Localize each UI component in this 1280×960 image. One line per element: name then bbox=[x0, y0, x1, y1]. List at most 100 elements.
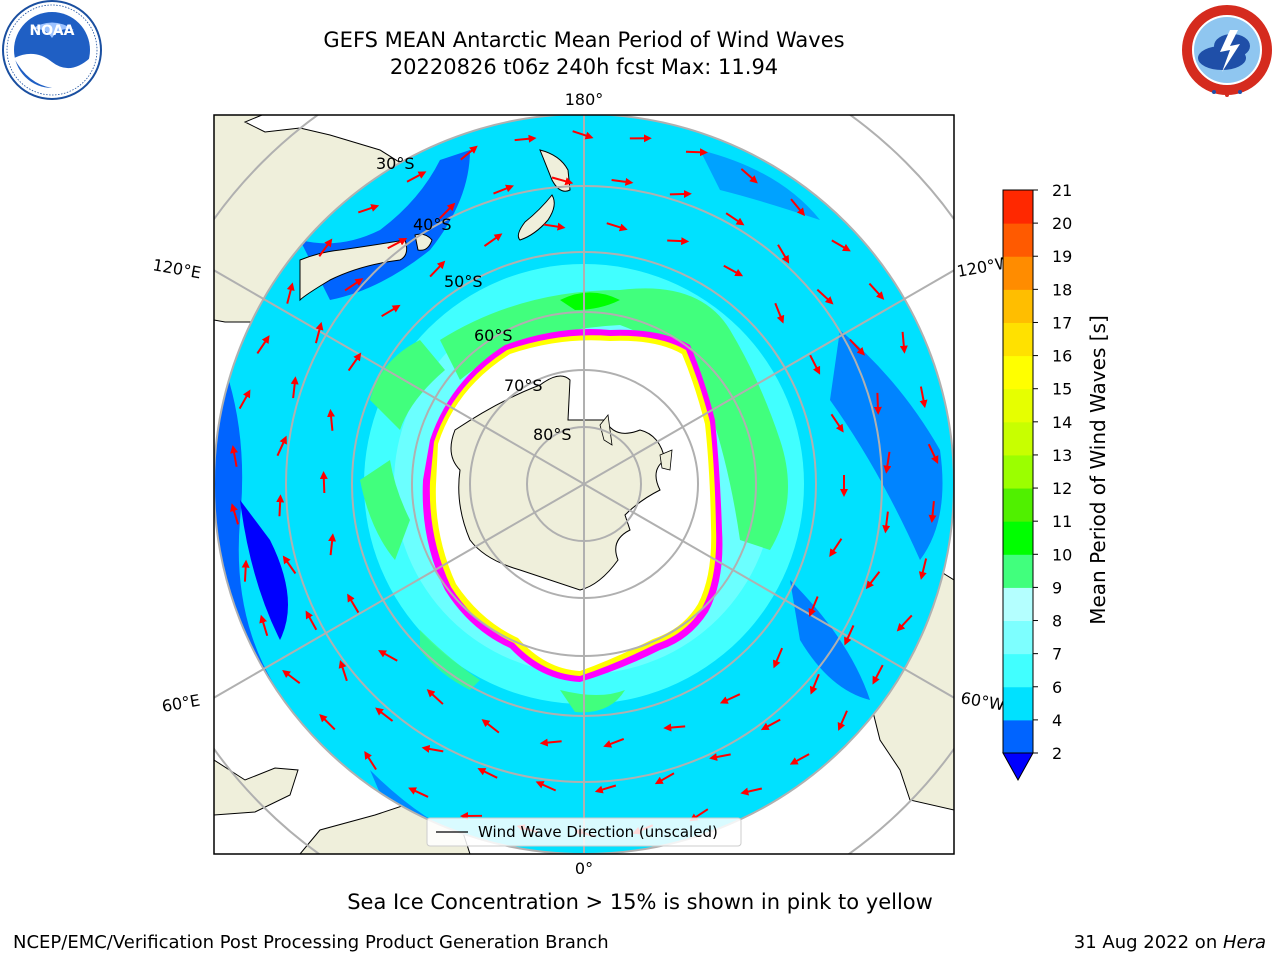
wind-wave-arrow bbox=[551, 176, 574, 186]
colorbar-segment bbox=[1003, 620, 1033, 655]
wind-wave-arrow bbox=[872, 664, 884, 685]
wind-wave-arrow bbox=[460, 145, 478, 161]
wind-wave-arrow bbox=[282, 669, 301, 684]
lat-label-40s: 40°S bbox=[413, 215, 452, 234]
wind-wave-arrow bbox=[709, 753, 731, 761]
wind-wave-arrow bbox=[344, 278, 364, 292]
colorbar-tick-label: 10 bbox=[1052, 545, 1072, 564]
colorbar-tick-label: 16 bbox=[1052, 347, 1072, 366]
colorbar-segment bbox=[1003, 521, 1033, 555]
wind-wave-arrow bbox=[290, 376, 299, 399]
forecast-subtitle: 20220826 t06z 240h fcst Max: 11.94 bbox=[389, 55, 779, 79]
colorbar-tick-label: 8 bbox=[1052, 612, 1062, 631]
wind-wave-arrow bbox=[572, 130, 594, 140]
wind-wave-arrow bbox=[772, 647, 784, 669]
wind-wave-arrow bbox=[760, 718, 781, 731]
wind-wave-arrow bbox=[319, 713, 336, 731]
svg-text:NOAA: NOAA bbox=[30, 23, 75, 39]
noaa-logo-icon: NOAA bbox=[2, 0, 102, 100]
wind-wave-arrow bbox=[286, 282, 295, 304]
colorbar-segment bbox=[1003, 388, 1033, 423]
wind-wave-arrow bbox=[611, 177, 634, 186]
wind-wave-arrow bbox=[381, 304, 401, 318]
sea-ice-caption: Sea Ice Concentration > 15% is shown in … bbox=[347, 890, 933, 914]
colorbar-tick-label: 19 bbox=[1052, 247, 1072, 266]
wind-wave-arrow bbox=[327, 408, 336, 431]
wind-wave-arrow bbox=[406, 171, 427, 183]
wind-wave-arrow bbox=[809, 673, 820, 695]
colorbar-tick-label: 17 bbox=[1052, 313, 1072, 332]
colorbar-tick-label: 14 bbox=[1052, 413, 1072, 432]
lon-label-60w: 60°W bbox=[959, 688, 1006, 714]
lat-label-70s: 70°S bbox=[504, 376, 543, 395]
colorbar-tick-label: 20 bbox=[1052, 214, 1072, 233]
wind-wave-arrow bbox=[829, 538, 843, 558]
wind-wave-arrow bbox=[830, 413, 844, 433]
wind-wave-arrow bbox=[364, 750, 377, 771]
wind-wave-arrow bbox=[305, 610, 318, 631]
wind-wave-arrow bbox=[689, 808, 709, 822]
machine-name: Hera bbox=[1222, 932, 1266, 953]
wind-wave-arrow bbox=[429, 260, 446, 278]
wind-wave-arrow bbox=[481, 719, 500, 734]
wind-wave-arrow bbox=[928, 501, 937, 524]
wind-wave-arrow bbox=[230, 445, 239, 467]
wind-wave-arrow bbox=[790, 198, 806, 217]
wind-wave-arrow bbox=[378, 650, 398, 662]
wind-wave-arrow bbox=[259, 614, 269, 637]
wind-wave-arrow bbox=[685, 148, 708, 157]
map-title: GEFS MEAN Antarctic Mean Period of Wind … bbox=[323, 28, 845, 52]
colorbar-tick-label: 2 bbox=[1052, 744, 1062, 763]
wind-wave-arrow bbox=[774, 302, 785, 324]
colorbar-tick-label: 18 bbox=[1052, 280, 1072, 299]
wind-wave-arrow bbox=[319, 471, 328, 494]
credit-line: NCEP/EMC/Verification Post Processing Pr… bbox=[13, 932, 609, 953]
wind-wave-arrow bbox=[837, 710, 848, 731]
wind-wave-arrow bbox=[357, 204, 380, 214]
lon-label-180: 180° bbox=[565, 90, 604, 109]
wind-wave-arrow bbox=[654, 772, 675, 785]
colorbar-tick-label: 12 bbox=[1052, 479, 1072, 498]
lon-label-0: 0° bbox=[575, 859, 593, 878]
colorbar-segment bbox=[1003, 421, 1033, 456]
wind-wave-arrow bbox=[740, 787, 763, 796]
map-frame-border bbox=[213, 114, 955, 855]
wind-wave-arrow bbox=[918, 558, 928, 580]
wind-wave-arrow bbox=[808, 596, 819, 617]
colorbar: 2 4 6 7 8 9 10 11 12 13 14 15 16 17 18 19 20 21 bbox=[1002, 181, 1072, 782]
colorbar-tick-label: 11 bbox=[1052, 512, 1072, 531]
wind-wave-arrow bbox=[535, 781, 557, 792]
lon-label-120e: 120°E bbox=[151, 255, 202, 282]
wind-wave-arrow bbox=[896, 614, 913, 632]
wind-wave-arrow bbox=[426, 689, 444, 705]
colorbar-tick-label: 21 bbox=[1052, 181, 1072, 200]
wind-wave-arrow bbox=[849, 338, 865, 356]
wind-wave-arrow bbox=[493, 184, 514, 195]
colorbar-border bbox=[1002, 189, 1034, 754]
wind-wave-arrow bbox=[347, 352, 362, 372]
colorbar-label: Mean Period of Wind Waves [s] bbox=[1086, 315, 1110, 625]
wind-wave-arrow bbox=[883, 451, 892, 474]
colorbar-segment bbox=[1003, 223, 1033, 257]
wind-wave-arrow bbox=[421, 744, 444, 753]
wind-wave-arrow bbox=[868, 282, 885, 300]
wind-wave-arrow bbox=[663, 723, 686, 732]
lat-label-80s: 80°S bbox=[533, 425, 572, 444]
colorbar-segment bbox=[1003, 719, 1033, 754]
wind-wave-arrow bbox=[725, 212, 745, 226]
colorbar-tick-label: 13 bbox=[1052, 446, 1072, 465]
colorbar-segment bbox=[1003, 322, 1033, 357]
wind-wave-arrow bbox=[256, 335, 270, 355]
wind-wave-arrow bbox=[276, 494, 285, 517]
wind-wave-arrow bbox=[919, 386, 928, 409]
colorbar-tick-label: 4 bbox=[1052, 711, 1062, 730]
colorbar-segment bbox=[1003, 355, 1033, 390]
wind-wave-arrow bbox=[241, 559, 250, 582]
wind-wave-arrow bbox=[314, 321, 324, 344]
wind-wave-arrow bbox=[740, 168, 758, 184]
colorbar-segment bbox=[1003, 256, 1033, 290]
wind-wave-arrow bbox=[328, 533, 337, 556]
wind-wave-arrow bbox=[338, 659, 348, 682]
wind-wave-direction-arrows bbox=[230, 130, 939, 838]
